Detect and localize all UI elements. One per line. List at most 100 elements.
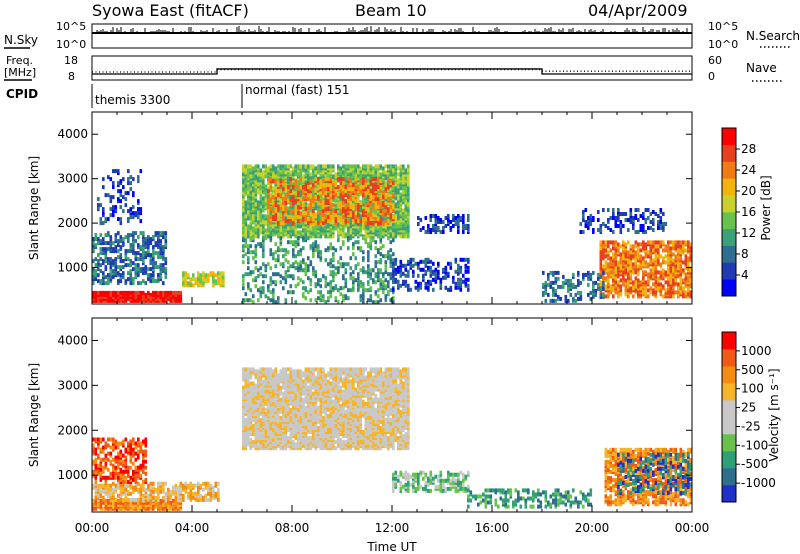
range-gate-cell [102,251,105,256]
range-gate-cell [94,233,98,238]
range-gate-cell [254,174,258,179]
range-gate-cell [662,240,665,245]
range-gate-cell [282,187,285,192]
range-gate-cell [344,219,348,224]
range-gate-cell [292,209,295,214]
range-gate-cell [314,270,318,275]
range-gate-cell [609,290,613,295]
range-gate-cell [384,201,388,206]
range-gate-cell [282,168,285,173]
range-gate-cell [162,267,165,272]
range-gate-cell [327,207,330,212]
range-gate-cell [129,281,133,286]
range-gate-cell [567,278,570,283]
range-gate-cell [137,281,140,286]
range-gate-cell [357,262,360,267]
range-gate-cell [332,195,335,200]
range-gate-cell [344,294,348,299]
range-gate-cell [384,278,388,283]
range-gate-cell [287,250,290,255]
range-gate-cell [652,266,655,271]
range-gate-cell [354,228,358,233]
range-gate-cell [387,207,390,212]
range-gate-cell [677,266,680,271]
range-gate-cell [404,188,408,193]
range-gate-cell [159,263,163,268]
range-gate-cell [379,205,383,210]
range-gate-cell [252,166,255,171]
range-gate-cell [357,272,360,277]
range-gate-cell [612,252,615,257]
range-gate-cell [274,280,278,285]
range-gate-cell [322,201,325,206]
range-gate-cell [419,281,423,286]
range-gate-cell [674,240,678,245]
range-gate-cell [387,164,390,169]
range-gate-cell [564,294,568,299]
range-gate-cell [322,217,325,222]
range-gate-cell [319,250,323,255]
range-gate-cell [104,275,108,280]
range-gate-cell [312,195,315,200]
range-gate-cell [272,228,275,233]
range-gate-cell [94,263,98,268]
range-gate-cell [377,205,380,210]
range-gate-cell [149,279,153,284]
range-gate-cell [287,164,290,169]
range-gate-cell [137,199,140,204]
range-gate-cell [567,298,570,303]
range-gate-cell [272,272,275,277]
range-gate-cell [382,195,385,200]
range-gate-cell [247,164,250,169]
range-gate-cell [109,243,113,248]
range-gate-cell [602,264,605,269]
range-gate-cell [327,219,330,224]
range-gate-cell [279,221,283,226]
range-gate-cell [279,262,283,267]
range-gate-cell [634,288,638,293]
range-gate-cell [407,220,410,225]
range-gate-cell [342,164,345,169]
range-gate-cell [342,209,345,214]
range-gate-cell [349,276,353,281]
range-gate-cell [269,276,273,281]
range-gate-cell [272,294,275,299]
range-gate-cell [312,266,315,271]
range-gate-cell [379,224,383,229]
range-gate-cell [259,266,263,271]
range-gate-cell [627,288,630,293]
range-gate-cell [374,187,378,192]
range-gate-cell [384,187,388,192]
range-gate-cell [427,265,430,270]
range-gate-cell [119,273,123,278]
range-gate-cell [297,185,300,190]
range-gate-cell [684,248,688,253]
range-gate-cell [284,278,288,283]
range-gate-cell [454,269,458,274]
range-gate-cell [372,268,375,273]
range-gate-cell [294,211,298,216]
range-gate-cell [654,248,658,253]
range-gate-cell [392,238,395,243]
range-gate-cell [314,189,318,194]
range-gate-cell [112,209,115,214]
range-gate-cell [332,270,335,275]
range-gate-cell [112,247,115,252]
range-gate-cell [274,170,278,175]
range-gate-cell [119,265,123,270]
range-gate-cell [99,257,103,262]
range-gate-cell [367,164,370,169]
range-gate-cell [432,277,435,282]
range-gate-cell [132,191,135,196]
range-gate-cell [617,242,620,247]
range-gate-cell [254,198,258,203]
range-gate-cell [259,200,263,205]
range-gate-cell [109,265,113,270]
range-gate-cell [647,240,650,245]
range-gate-cell [347,207,350,212]
range-gate-cell [292,262,295,267]
range-gate-cell [602,248,605,253]
range-gate-cell [332,209,335,214]
range-gate-cell [252,196,255,201]
range-gate-cell [399,267,403,272]
